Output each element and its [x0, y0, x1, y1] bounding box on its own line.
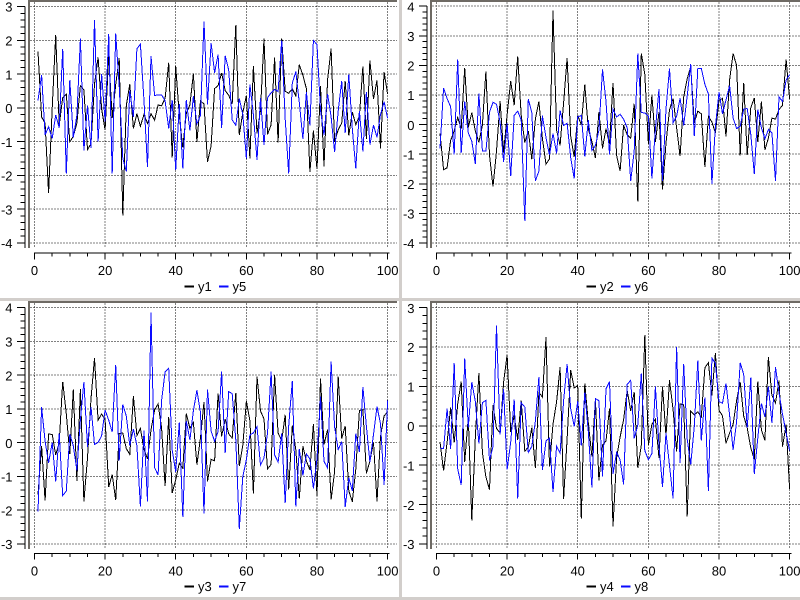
svg-text:0: 0: [407, 118, 414, 133]
svg-text:60: 60: [239, 263, 253, 278]
svg-text:40: 40: [168, 563, 182, 578]
svg-text:y7: y7: [233, 579, 247, 594]
svg-text:-3: -3: [403, 537, 415, 552]
svg-text:y5: y5: [233, 279, 247, 294]
svg-text:40: 40: [570, 563, 584, 578]
svg-text:1: 1: [407, 88, 414, 103]
svg-text:2: 2: [5, 368, 12, 383]
svg-text:4: 4: [407, 0, 414, 14]
svg-text:0: 0: [5, 436, 12, 451]
svg-text:60: 60: [641, 263, 655, 278]
svg-text:y1: y1: [198, 279, 212, 294]
svg-text:-1: -1: [403, 147, 415, 162]
svg-text:y4: y4: [600, 579, 614, 594]
svg-text:0: 0: [5, 101, 12, 116]
svg-text:0: 0: [433, 263, 440, 278]
svg-text:y2: y2: [600, 279, 614, 294]
svg-text:-3: -3: [1, 537, 13, 552]
svg-text:-2: -2: [1, 169, 13, 184]
svg-text:-3: -3: [403, 207, 415, 222]
svg-text:-2: -2: [403, 177, 415, 192]
svg-text:y6: y6: [635, 279, 649, 294]
svg-text:-1: -1: [1, 135, 13, 150]
svg-text:-3: -3: [1, 202, 13, 217]
svg-text:80: 80: [712, 563, 726, 578]
svg-text:4: 4: [5, 301, 12, 316]
svg-text:100: 100: [779, 563, 800, 578]
svg-text:3: 3: [407, 301, 414, 316]
svg-text:-4: -4: [403, 236, 415, 251]
svg-text:-2: -2: [1, 503, 13, 518]
svg-text:0: 0: [433, 563, 440, 578]
svg-text:20: 20: [98, 563, 112, 578]
svg-text:60: 60: [641, 563, 655, 578]
svg-text:20: 20: [500, 263, 514, 278]
svg-text:100: 100: [779, 263, 800, 278]
svg-text:80: 80: [310, 563, 324, 578]
svg-text:3: 3: [5, 0, 12, 15]
svg-text:80: 80: [310, 263, 324, 278]
svg-text:2: 2: [407, 340, 414, 355]
svg-text:40: 40: [168, 263, 182, 278]
svg-text:0: 0: [31, 563, 38, 578]
svg-text:60: 60: [239, 563, 253, 578]
svg-text:20: 20: [98, 263, 112, 278]
svg-text:80: 80: [712, 263, 726, 278]
svg-text:-4: -4: [1, 236, 13, 251]
svg-text:1: 1: [5, 402, 12, 417]
svg-text:40: 40: [570, 263, 584, 278]
svg-text:-2: -2: [403, 498, 415, 513]
svg-text:y3: y3: [198, 579, 212, 594]
svg-text:3: 3: [407, 29, 414, 44]
svg-text:0: 0: [31, 263, 38, 278]
svg-text:3: 3: [5, 335, 12, 350]
svg-text:100: 100: [377, 563, 399, 578]
svg-text:2: 2: [5, 34, 12, 49]
svg-text:0: 0: [407, 419, 414, 434]
svg-text:1: 1: [407, 380, 414, 395]
svg-text:-1: -1: [403, 458, 415, 473]
svg-text:1: 1: [5, 67, 12, 82]
svg-text:-1: -1: [1, 470, 13, 485]
svg-text:100: 100: [377, 263, 399, 278]
svg-text:2: 2: [407, 59, 414, 74]
svg-text:20: 20: [500, 563, 514, 578]
svg-text:y8: y8: [635, 579, 649, 594]
